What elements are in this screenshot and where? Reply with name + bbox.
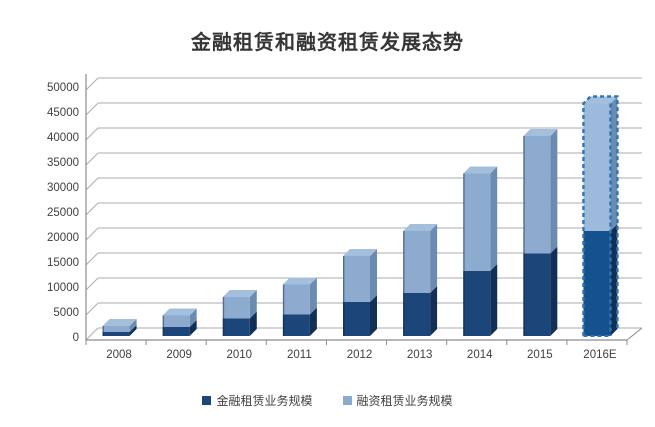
bar-2009-light-front [162, 315, 190, 327]
x-axis-label-2015: 2015 [527, 349, 553, 361]
chart-title: 金融租赁和融资租赁发展态势 [191, 32, 464, 54]
legend-swatch-finance-leasing [342, 396, 352, 405]
legend-item-financial-leasing: 金融租赁业务规模 [202, 392, 313, 409]
bar-2015-dark-front [523, 253, 551, 336]
bar-2011-dark-front [282, 314, 310, 336]
bar-2011-light-front [282, 284, 310, 315]
bar-2016E-light-side [610, 96, 618, 231]
gridline-diagonal [85, 252, 99, 266]
y-axis-tick-label: 10000 [47, 282, 79, 294]
x-axis-label-2008: 2008 [106, 349, 132, 361]
gridline-diagonal [85, 127, 99, 141]
bar-2012-dark-side [370, 295, 377, 336]
bar-2010-light-front [222, 297, 250, 319]
bar-2009-dark-front [162, 327, 190, 336]
x-axis-label-2010: 2010 [226, 349, 252, 361]
y-axis-tick-label: 5000 [53, 307, 79, 319]
y-axis-tick-label: 25000 [47, 207, 79, 219]
bar-2008-light-front [102, 326, 130, 332]
bar-2013-light-side [430, 224, 438, 293]
bar-2010-dark-front [222, 318, 250, 336]
bar-2011-top-face [282, 277, 317, 285]
bar-2016E-light-front [583, 103, 611, 231]
bar-2013-dark-front [403, 293, 431, 336]
bar-2010-top-face [222, 290, 257, 297]
bar-2015-light-front [523, 136, 551, 254]
bar-2011-dark-side [309, 307, 317, 336]
bar-2010-dark-side [249, 311, 257, 336]
y-axis-tick-label: 35000 [47, 157, 79, 169]
bar-2015-dark-side [550, 246, 558, 336]
legend-item-finance-leasing: 融资租赁业务规模 [342, 392, 453, 409]
bar-2008-top-face [102, 319, 137, 326]
x-axis-label-2011: 2011 [287, 349, 312, 361]
x-axis-label-2009: 2009 [166, 349, 192, 361]
bar-2013-dark-side [430, 286, 438, 336]
bar-2012-top-face [343, 249, 377, 256]
bar-2008-dark-side [129, 325, 137, 336]
y-axis-tick-label: 0 [73, 332, 79, 344]
y-axis-tick-label: 30000 [47, 182, 79, 194]
x-axis-label-2016E: 2016E [583, 349, 617, 361]
bar-2009-light-side [189, 308, 197, 327]
gridline-diagonal [85, 302, 99, 316]
bar-2009-dark-side [189, 320, 197, 336]
floor-right-edge [626, 327, 643, 341]
gridline-diagonal [85, 177, 99, 191]
bar-2014-dark-side [490, 264, 498, 336]
bar-2009-top-face [162, 308, 197, 316]
gridline-diagonal [85, 152, 99, 166]
x-axis-label-2012: 2012 [347, 349, 373, 361]
x-axis-label-2014: 2014 [467, 349, 493, 361]
bar-2014-top-face [463, 166, 498, 174]
y-axis-tick-label: 15000 [47, 257, 79, 269]
bar-2016E-dark-side [610, 224, 618, 336]
bar-2016E-top-face [583, 96, 618, 104]
bar-2013-light-front [403, 231, 431, 293]
gridline-diagonal [85, 227, 99, 241]
y-axis-tick-label: 45000 [47, 107, 79, 119]
bar-2014-dark-front [463, 271, 491, 336]
x-axis-label-2013: 2013 [407, 349, 433, 361]
legend-label-finance-leasing: 融资租赁业务规模 [356, 394, 453, 408]
gridline-diagonal [85, 327, 99, 341]
bar-2008-light-side [129, 319, 137, 332]
gridline-diagonal [85, 202, 99, 216]
y-axis-tick-label: 40000 [47, 132, 79, 144]
legend-swatch-financial-leasing [202, 396, 212, 405]
bar-2011-light-side [309, 277, 317, 315]
bar-2016E-dark-front [583, 231, 611, 336]
bar-2015-top-face [523, 129, 558, 136]
bar-2012-light-side [370, 249, 377, 302]
gridline-diagonal [85, 77, 99, 91]
chart-legend: 金融租赁业务规模 融资租赁业务规模 [0, 392, 655, 409]
bar-2012-light-front [343, 256, 370, 302]
y-axis-tick-label: 20000 [47, 232, 79, 244]
bar-2014-light-side [490, 166, 498, 271]
y-axis-tick-label: 50000 [47, 82, 79, 94]
legend-label-financial-leasing: 金融租赁业务规模 [216, 394, 313, 408]
gridline-diagonal [85, 102, 99, 116]
bar-2015-light-side [550, 129, 558, 254]
bar-2010-light-side [249, 290, 257, 319]
bar-2014-light-front [463, 173, 491, 271]
bar-2008-dark-front [102, 332, 130, 336]
bar-2013-top-face [403, 224, 438, 231]
bar-2016E-forecast-outline [582, 95, 619, 336]
bar-2012-dark-front [343, 302, 370, 336]
gridline-diagonal [85, 277, 99, 291]
